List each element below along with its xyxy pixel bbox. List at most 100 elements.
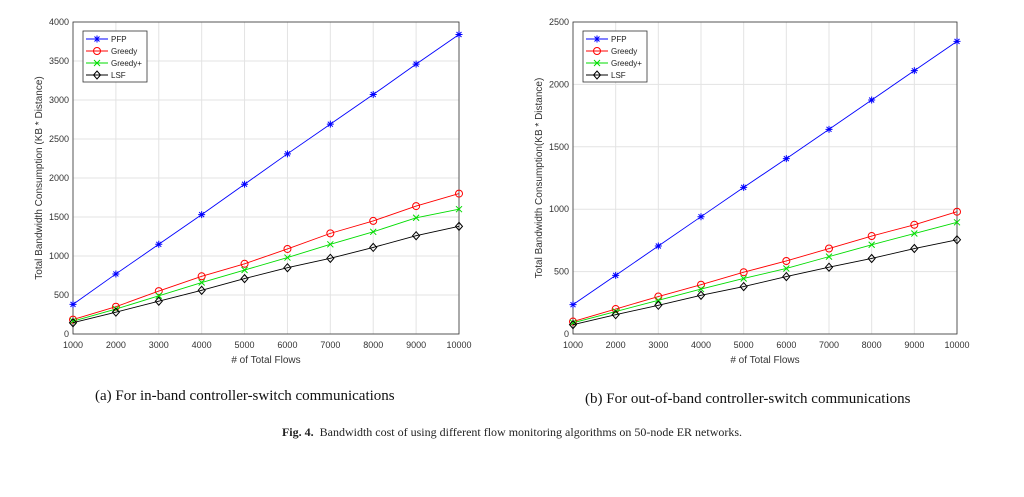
x-tick-label: 3000 — [149, 340, 169, 350]
y-tick-label: 2000 — [49, 173, 69, 183]
data-point-diamond — [568, 319, 578, 330]
figure-label: Fig. 4. — [281, 425, 314, 439]
data-point-diamond — [654, 300, 663, 311]
data-point-diamond — [696, 290, 706, 301]
data-point-circle — [455, 189, 463, 198]
data-point-x — [697, 285, 705, 293]
x-tick-label: 7000 — [320, 340, 340, 350]
y-tick-label: 3000 — [49, 95, 69, 105]
data-point-asterisk — [612, 271, 620, 279]
legend-label: Greedy+ — [611, 59, 642, 68]
data-point-x — [654, 296, 662, 304]
data-point-circle — [93, 47, 101, 55]
data-point-circle — [867, 232, 876, 241]
data-point-circle — [739, 268, 748, 277]
y-tick-label: 1500 — [549, 142, 569, 152]
data-point-circle — [611, 305, 620, 314]
plot-frame — [72, 21, 460, 335]
data-point-diamond — [782, 271, 791, 282]
data-point-circle — [111, 302, 120, 311]
y-tick-label: 3500 — [49, 56, 69, 66]
data-point-asterisk — [825, 125, 833, 133]
data-point-diamond — [92, 70, 102, 80]
x-tick-label: 9000 — [406, 340, 426, 350]
data-point-x — [782, 265, 790, 272]
data-point-asterisk — [697, 213, 705, 221]
data-point-asterisk — [455, 30, 463, 38]
data-point-asterisk — [740, 183, 748, 191]
y-axis-label: Total Bandwidth Consumption(KB * Distanc… — [534, 78, 545, 279]
x-tick-label: 8000 — [363, 340, 383, 350]
data-point-x — [953, 218, 961, 226]
data-point-circle — [240, 259, 249, 268]
data-point-x — [326, 240, 334, 248]
series-line — [572, 40, 958, 306]
data-point-asterisk — [369, 91, 377, 99]
data-point-asterisk — [112, 270, 120, 278]
data-point-circle — [369, 216, 378, 225]
data-point-asterisk — [412, 60, 420, 68]
data-point-asterisk — [910, 67, 918, 75]
data-point-x — [825, 253, 833, 260]
series-pfp — [69, 30, 463, 308]
data-point-asterisk — [868, 96, 876, 104]
data-point-circle — [825, 244, 833, 253]
data-point-asterisk — [654, 242, 662, 250]
x-tick-label: 6000 — [277, 340, 297, 350]
data-point-circle — [910, 220, 919, 229]
figure-caption: Fig. 4. Bandwidth cost of using differen… — [0, 425, 1024, 440]
chart-b: 1000 2000 3000 4000 5000 6000 7000 8000 9000 1000… — [534, 17, 970, 366]
x-tick-label: 5000 — [235, 340, 255, 350]
data-point-diamond — [611, 309, 620, 320]
x-axis-label: # of Total Flows — [231, 355, 300, 366]
data-point-diamond — [326, 253, 335, 264]
data-point-asterisk — [569, 301, 577, 309]
x-tick-label: 10000 — [944, 340, 969, 350]
data-point-diamond — [411, 230, 421, 241]
x-tick-label: 2000 — [606, 340, 626, 350]
data-point-diamond — [592, 70, 602, 80]
y-tick-label: 1000 — [549, 204, 569, 214]
y-tick-label: 500 — [554, 267, 569, 277]
data-point-asterisk — [241, 180, 249, 188]
data-point-circle — [154, 287, 163, 296]
data-point-diamond — [824, 262, 834, 272]
data-point-x — [455, 205, 463, 213]
data-point-x — [910, 230, 918, 237]
series-greedy — [69, 189, 463, 324]
legend-label: PFP — [611, 35, 627, 44]
legend-label: Greedy — [611, 47, 637, 56]
y-tick-label: 2500 — [49, 134, 69, 144]
y-tick-label: 2500 — [549, 17, 569, 27]
data-point-diamond — [739, 281, 748, 292]
x-tick-label: 9000 — [904, 340, 924, 350]
data-point-circle — [412, 202, 421, 211]
data-point-diamond — [111, 307, 121, 317]
data-point-circle — [197, 272, 206, 281]
data-point-asterisk — [69, 300, 77, 308]
data-point-asterisk — [155, 240, 163, 248]
x-tick-label: 1000 — [563, 340, 583, 350]
chart-a: 1000 2000 3000 4000 5000 6000 7000 8000 9000 1000… — [34, 17, 472, 366]
data-point-x — [241, 266, 248, 274]
series-line — [72, 225, 460, 324]
data-point-diamond — [154, 296, 163, 306]
data-point-x — [868, 241, 876, 249]
series-line — [72, 193, 460, 321]
x-tick-label: 3000 — [648, 340, 668, 350]
data-point-asterisk — [593, 35, 601, 43]
legend-label: LSF — [111, 71, 126, 80]
data-point-asterisk — [782, 155, 790, 163]
caption-a: (a) For in-band controller-switch commun… — [95, 388, 395, 404]
y-tick-label: 4000 — [49, 17, 69, 27]
data-point-asterisk — [198, 211, 206, 219]
series-line — [572, 211, 958, 322]
series-pfp — [569, 37, 961, 309]
data-point-x — [593, 59, 601, 67]
data-point-circle — [69, 315, 77, 324]
legend: PFP Greedy Greedy+ LSF — [582, 30, 648, 83]
data-point-asterisk — [953, 37, 961, 45]
series-lsf — [68, 221, 464, 328]
data-point-diamond — [454, 221, 464, 232]
